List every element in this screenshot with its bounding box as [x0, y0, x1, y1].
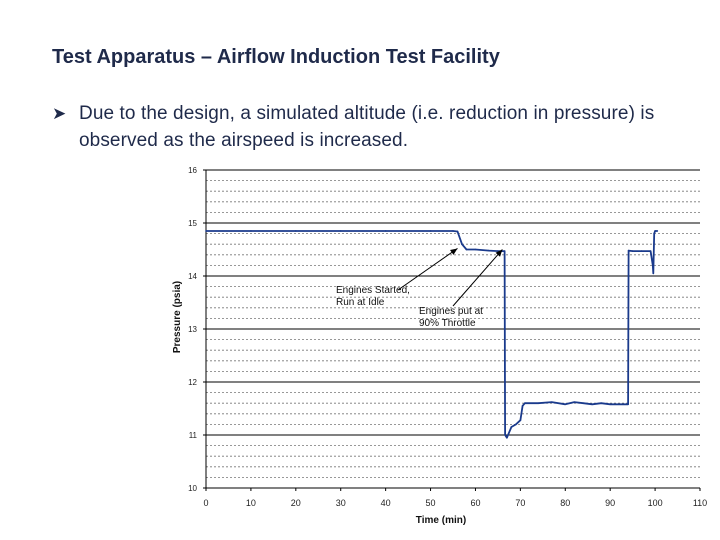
data-point	[456, 230, 459, 233]
annotation-text: 90% Throttle	[419, 318, 476, 329]
data-point	[250, 230, 252, 232]
data-point	[452, 230, 454, 232]
y-axis-label: Pressure (psia)	[172, 281, 183, 353]
data-point	[652, 264, 654, 267]
x-tick-label: 0	[203, 498, 208, 508]
data-point	[609, 403, 611, 406]
data-point	[510, 426, 513, 428]
data-point	[656, 230, 659, 232]
data-point	[521, 405, 524, 407]
data-point	[654, 230, 656, 232]
data-point	[205, 230, 207, 232]
arrow-bullet-icon: ➤	[52, 104, 67, 123]
x-tick-label: 80	[560, 498, 570, 508]
y-tick-label: 11	[189, 431, 198, 440]
data-point	[503, 250, 506, 252]
data-point	[653, 232, 655, 235]
data-point	[506, 436, 508, 439]
data-point	[600, 402, 602, 405]
y-tick-label: 16	[188, 166, 197, 175]
data-point	[652, 272, 655, 275]
data-point	[474, 248, 477, 251]
annotation-arrow-head	[495, 249, 503, 257]
data-point	[591, 403, 594, 406]
data-point	[465, 248, 468, 251]
x-tick-label: 90	[605, 498, 615, 508]
grid-lines	[206, 169, 700, 489]
annotation-arrow-head	[450, 248, 458, 255]
bullet-point: ➤ Due to the design, a simulated altitud…	[52, 100, 692, 154]
annotation-arrow-line	[452, 249, 503, 307]
data-point	[339, 230, 342, 232]
pressure-series-line	[206, 230, 658, 439]
data-point	[627, 249, 630, 252]
x-tick-label: 110	[693, 498, 707, 508]
data-point	[564, 403, 567, 406]
annotation-text: Run at Idle	[336, 297, 385, 308]
data-point	[519, 419, 522, 421]
data-point	[461, 243, 463, 245]
data-point	[295, 230, 297, 232]
y-tick-label: 15	[188, 219, 197, 228]
data-point	[537, 402, 540, 405]
slide-title: Test Apparatus – Airflow Induction Test …	[52, 46, 500, 68]
x-tick-label: 40	[381, 498, 391, 508]
data-point	[551, 401, 553, 403]
data-point	[573, 401, 576, 403]
y-tick-label: 13	[188, 325, 197, 334]
chart-axes: 10 11 12 13 14 15 16 0 10 20 30 40 50 60 70 80 90 100 110 T…	[172, 166, 707, 526]
y-tick-label: 12	[188, 378, 197, 387]
x-tick-label: 30	[336, 498, 346, 508]
data-point	[429, 230, 432, 232]
data-point	[631, 250, 634, 252]
annotation-text: Engines put at	[419, 306, 483, 317]
bullet-text: Due to the design, a simulated altitude …	[79, 103, 655, 151]
x-tick-label: 50	[426, 498, 436, 508]
annotation-arrow-line	[397, 248, 458, 291]
x-axis-label: Time (min)	[416, 515, 466, 526]
x-tick-label: 70	[515, 498, 525, 508]
x-tick-label: 100	[648, 498, 663, 508]
x-tick-label: 10	[246, 498, 256, 508]
data-point	[515, 423, 517, 426]
data-point	[504, 434, 506, 436]
data-point	[582, 402, 585, 405]
y-tick-label: 14	[188, 272, 197, 281]
chart-annotations: Engines Started,Run at Idle Engines put a…	[336, 248, 503, 329]
data-point	[524, 402, 526, 405]
data-point	[618, 403, 620, 406]
y-tick-label: 10	[188, 484, 197, 493]
data-point	[627, 403, 629, 406]
annotation-text: Engines Started,	[336, 285, 410, 296]
data-point	[640, 250, 643, 252]
chart-series	[205, 230, 659, 439]
x-tick-label: 60	[470, 498, 480, 508]
x-tick-label: 20	[291, 498, 301, 508]
data-point	[384, 230, 387, 232]
data-point	[488, 249, 490, 252]
data-point	[649, 250, 652, 252]
